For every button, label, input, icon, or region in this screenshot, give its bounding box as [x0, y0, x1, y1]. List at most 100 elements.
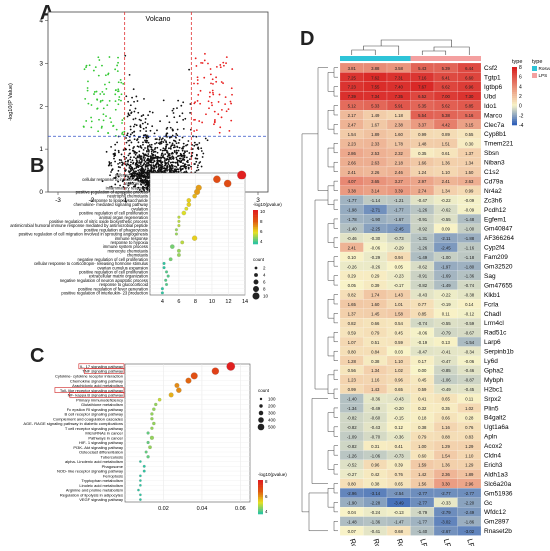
volcano-point	[107, 132, 109, 134]
heatmap-cell-value: 1.89	[465, 472, 474, 477]
gene-label: Gc	[484, 500, 493, 507]
volcano-point	[129, 74, 131, 76]
heatmap-cell-value: 2.66	[348, 160, 357, 165]
volcano-point	[211, 104, 213, 106]
column-label: Rosvain	[395, 538, 411, 546]
gene-label: Gm2897	[484, 519, 509, 526]
heatmap-cell-value: -1.14	[370, 198, 380, 203]
heatmap-cell-value: -0.41	[441, 349, 451, 354]
heatmap-cell-value: 1.16	[442, 425, 451, 430]
volcano-point	[142, 123, 144, 125]
volcano-point	[129, 139, 131, 141]
heatmap-cell-value: -0.47	[417, 349, 427, 354]
enrichment-dot	[139, 484, 141, 486]
volcano-point	[133, 111, 135, 113]
enrichment-dot	[169, 257, 173, 261]
heatmap-cell-value: -0.60	[370, 415, 380, 420]
heatmap-cell-value: 0.38	[418, 425, 427, 430]
volcano-point	[141, 147, 143, 149]
volcano-point	[134, 124, 136, 126]
size-legend-label: 400	[268, 418, 276, 423]
volcano-point	[120, 79, 122, 81]
volcano-point	[228, 108, 230, 110]
enrichment-dot	[152, 422, 155, 425]
heatmap-cell-value: -1.26	[417, 245, 427, 250]
gene-label: H2bc1	[484, 386, 503, 393]
heatmap-cell-value: 0.07	[348, 529, 357, 534]
volcano-point	[172, 129, 174, 131]
volcano-point	[212, 92, 214, 94]
heatmap-cell-value: 1.00	[418, 444, 427, 449]
volcano-point	[137, 100, 139, 102]
size-legend-dot	[259, 411, 264, 416]
category-label: VEGF signaling pathway	[79, 497, 123, 502]
volcano-point	[140, 156, 142, 158]
volcano-point	[128, 154, 130, 156]
volcano-point	[208, 107, 210, 109]
heatmap-cell-value: 6.41	[442, 75, 451, 80]
volcano-point	[167, 152, 169, 154]
volcano-point	[225, 96, 227, 98]
heatmap-cell-value: 2.47	[348, 123, 357, 128]
enrichment-dot	[237, 171, 246, 180]
volcano-point	[173, 112, 175, 114]
heatmap-cell-value: 1.42	[418, 472, 427, 477]
volcano-point	[117, 57, 119, 59]
volcano-point	[221, 116, 223, 118]
volcano-point	[173, 140, 175, 142]
heatmap-cell-value: 2.63	[371, 160, 380, 165]
heatmap-cell-value: -1.48	[464, 217, 474, 222]
volcano-point	[176, 142, 178, 144]
enrichment-dot	[147, 455, 150, 458]
volcano-point	[118, 99, 120, 101]
volcano-point	[144, 147, 146, 149]
volcano-point	[113, 155, 115, 157]
size-legend-dot	[260, 398, 262, 400]
volcano-point	[173, 116, 175, 118]
volcano-point	[144, 154, 146, 156]
enrichment-dot	[213, 176, 220, 183]
gene-label: Slc6a20a	[484, 481, 511, 488]
gene-label: Egfem1	[484, 216, 507, 223]
volcano-point	[156, 142, 158, 144]
color-legend-tick: 6	[260, 229, 263, 234]
volcano-point	[131, 111, 133, 113]
heatmap-cell-value: -0.67	[464, 330, 474, 335]
volcano-point	[156, 147, 158, 149]
heatmap-cell-value: 0.80	[348, 349, 357, 354]
y-tick-label: 4	[39, 18, 43, 25]
heatmap-cell-value: 2.33	[371, 141, 380, 146]
heatmap-cell-value: -1.26	[347, 453, 357, 458]
color-scale-tick: 6	[519, 75, 522, 81]
heatmap-cell-value: 0.68	[395, 529, 404, 534]
heatmap-cell-value: 2.38	[395, 123, 404, 128]
heatmap-cell-value: -0.70	[370, 434, 380, 439]
heatmap-cell-value: -0.36	[370, 397, 380, 402]
volcano-point	[201, 150, 203, 152]
volcano-point	[145, 127, 147, 129]
heatmap-cell-value: 1.16	[371, 378, 380, 383]
heatmap-cell-value: 5.85	[465, 104, 474, 109]
volcano-point	[176, 121, 178, 123]
volcano-point	[197, 94, 199, 96]
heatmap-cell-value: 1.29	[465, 444, 474, 449]
volcano-point	[133, 156, 135, 158]
volcano-point	[195, 144, 197, 146]
volcano-point	[152, 149, 154, 151]
heatmap-cell-value: 5.12	[348, 104, 357, 109]
size-legend-dot	[253, 286, 259, 292]
heatmap-cell-value: 2.36	[442, 472, 451, 477]
heatmap-cell-value: 0.28	[465, 415, 474, 420]
volcano-point	[145, 141, 147, 143]
volcano-point	[168, 121, 170, 123]
volcano-point	[176, 152, 178, 154]
type-annotation-cell	[387, 56, 411, 61]
size-legend-label: 6	[263, 280, 266, 285]
volcano-point	[166, 127, 168, 129]
heatmap-cell-value: 0.66	[371, 321, 380, 326]
type-annotation-cell	[411, 56, 435, 61]
heatmap-cell-value: 0.05	[395, 264, 404, 269]
heatmap-cell-value: 0.82	[348, 321, 357, 326]
heatmap-cell-value: -0.19	[441, 302, 451, 307]
